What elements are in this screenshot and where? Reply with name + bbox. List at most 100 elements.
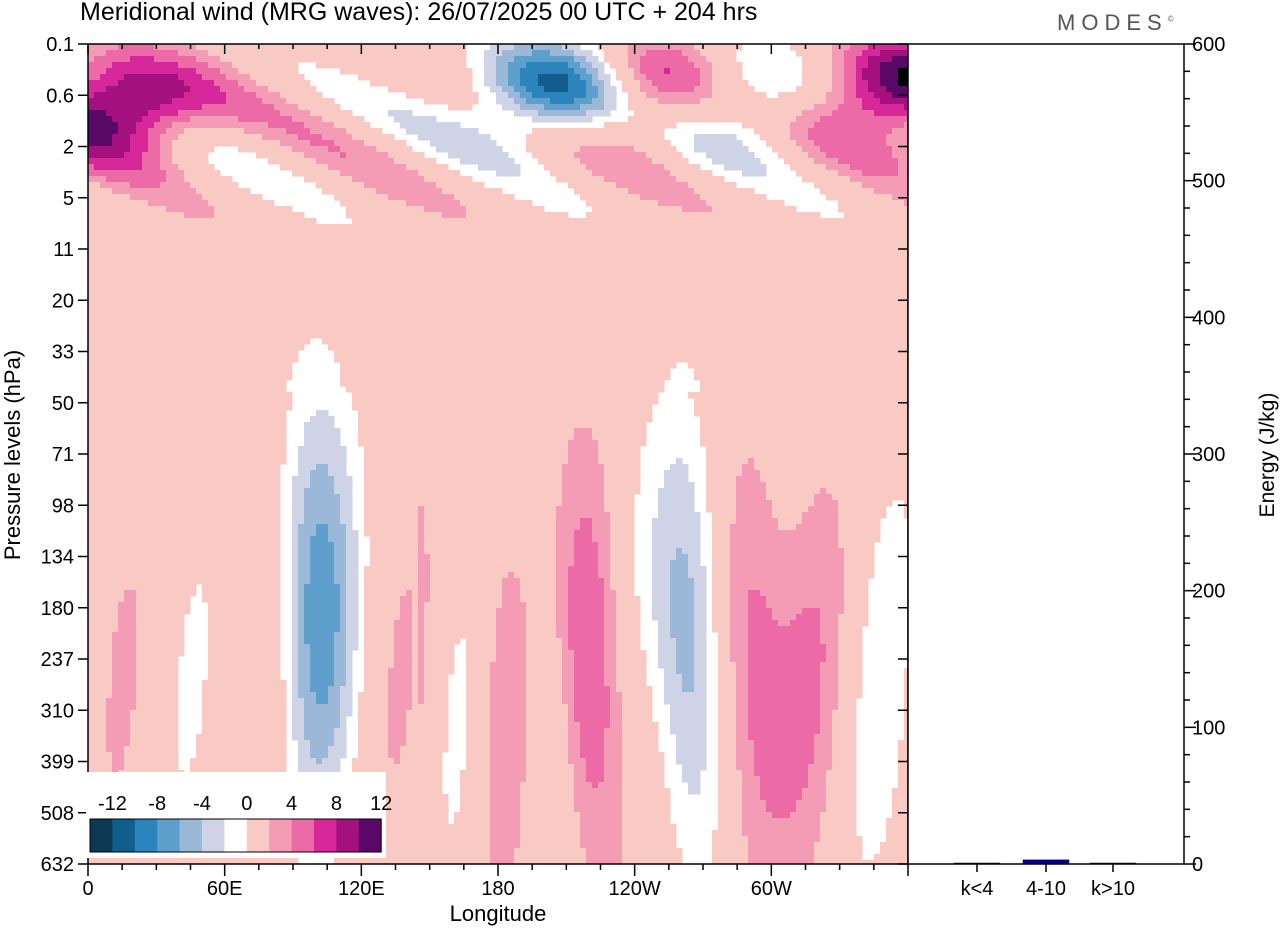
contour-cell-548 [514, 68, 521, 75]
contour-cell-967 [220, 92, 227, 99]
contour-cell-1030 [712, 92, 719, 99]
contour-cell-2413 [136, 170, 143, 177]
contour-cell-2157 [718, 152, 725, 159]
contour-cell-1464 [634, 116, 641, 123]
contour-cell-973 [256, 92, 263, 99]
contour-cell-1277 [832, 104, 839, 111]
contour-cell-2062 [850, 146, 857, 153]
contour-cell-3098 [670, 206, 677, 213]
contour-cell-3143 [160, 212, 167, 219]
contour-cell-2394 [844, 164, 851, 171]
contour-cell-74 [556, 44, 563, 51]
contour-cell-1220 [448, 104, 455, 111]
contour-cell-3085 [592, 206, 599, 213]
contour-cell-454 [658, 62, 665, 69]
contour-cell-1863 [262, 140, 269, 147]
contour-cell-1742 [244, 134, 251, 141]
contour-cell-168 [364, 50, 371, 57]
contour-cell-0 [88, 44, 95, 51]
contour-cell-2755 [466, 188, 473, 195]
contour-cell-636 [292, 74, 299, 81]
contour-cell-720 [106, 80, 113, 87]
contour-cell-1575 [652, 122, 659, 129]
contour-cell-2905 [880, 194, 887, 201]
contour-cell-2118 [412, 152, 419, 159]
contour-cell-125 [106, 50, 113, 57]
contour-cell-1959 [118, 146, 125, 153]
contour-cell-2260 [646, 158, 653, 165]
contour-cell-1537 [250, 122, 257, 129]
contour-cell-2119 [418, 152, 425, 159]
contour-cell-2195 [148, 158, 155, 165]
contour-cell-254 [148, 56, 155, 63]
contour-cell-486 [88, 68, 95, 75]
contour-cell-2206 [274, 158, 281, 165]
contour-cell-192 [526, 50, 533, 57]
contour-cell-1225 [508, 104, 515, 111]
contour-cell-433 [526, 62, 533, 69]
contour-cell-1939 [820, 140, 827, 147]
contour-cell-2472 [628, 170, 635, 177]
contour-cell-2969 [508, 200, 515, 207]
contour-cell-2782 [700, 188, 707, 195]
contour-cell-2600 [868, 176, 875, 183]
contour-cell-3179 [418, 212, 425, 219]
contour-cell-387 [214, 62, 221, 69]
contour-cell-1936 [802, 140, 809, 147]
contour-cell-2094 [268, 152, 275, 159]
contour-cell-98 [718, 44, 725, 51]
contour-cell-428 [496, 62, 503, 69]
contour-cell-3077 [496, 206, 503, 213]
contour-cell-2058 [826, 146, 833, 153]
contour-cell-1512 [100, 122, 107, 129]
contour-cell-575 [688, 68, 695, 75]
contour-cell-1784 [556, 134, 563, 141]
contour-cell-1947 [868, 140, 875, 147]
contour-cell-1161 [808, 98, 815, 105]
contour-cell-2596 [844, 176, 851, 183]
contour-cell-256 [160, 56, 167, 63]
contour-cell-847 [184, 86, 191, 93]
contour-cell-1304 [172, 110, 179, 117]
contour-cell-759 [400, 80, 407, 87]
contour-cell-1186 [136, 104, 143, 111]
contour-cell-810 [730, 80, 737, 87]
contour-cell-1603 [886, 122, 893, 129]
contour-cell-510 [232, 68, 239, 75]
contour-cell-793 [628, 80, 635, 87]
contour-cell-649 [424, 74, 431, 81]
contour-cell-963 [196, 92, 203, 99]
contour-cell-126 [112, 50, 119, 57]
contour-cell-423 [448, 62, 455, 69]
contour-cell-1189 [154, 104, 161, 111]
contour-cell-3256 [100, 218, 107, 225]
contour-cell-2189 [112, 158, 119, 165]
contour-cell-502 [184, 68, 191, 75]
contour-cell-2433 [328, 170, 335, 177]
contour-cell-2904 [874, 194, 881, 201]
contour-cell-2042 [706, 146, 713, 153]
contour-cell-1072 [154, 98, 161, 105]
contour-cell-3097 [664, 206, 671, 213]
contour-cell-2259 [640, 158, 647, 165]
contour-cell-1734 [196, 134, 203, 141]
contour-cell-771 [484, 80, 491, 87]
contour-cell-1755 [322, 134, 329, 141]
contour-cell-360 [874, 56, 881, 63]
contour-cell-2977 [610, 200, 617, 207]
contour-cell-1078 [190, 98, 197, 105]
contour-cell-1481 [736, 116, 743, 123]
contour-cell-1811 [772, 134, 779, 141]
contour-cell-2390 [820, 164, 827, 171]
contour-cell-902 [604, 86, 611, 93]
contour-cell-2012 [484, 146, 491, 153]
contour-cell-2303 [130, 164, 137, 171]
contour-cell-780 [538, 80, 545, 87]
contour-cell-400 [292, 62, 299, 69]
contour-cell-2482 [688, 170, 695, 177]
contour-cell-1596 [844, 122, 851, 129]
contour-cell-9 [142, 44, 149, 51]
contour-cell-933 [838, 86, 845, 93]
contour-cell-3159 [256, 212, 263, 219]
contour-cell-1859 [238, 140, 245, 147]
